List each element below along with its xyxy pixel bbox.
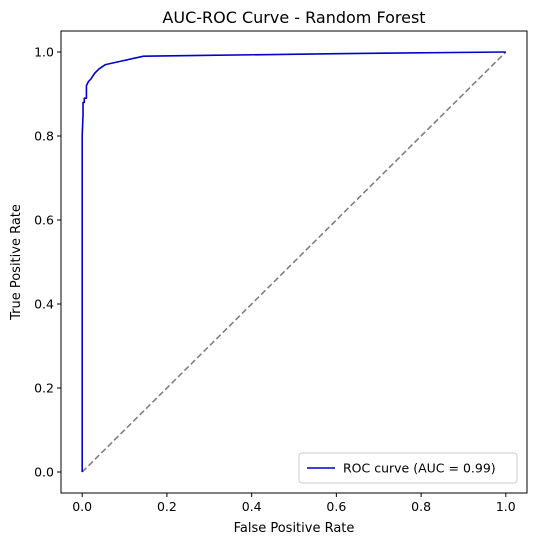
- y-tick-label: 0.0: [34, 465, 54, 480]
- y-tick-label: 0.4: [34, 297, 54, 312]
- chart-title: AUC-ROC Curve - Random Forest: [162, 8, 425, 27]
- x-tick-label: 0.8: [411, 499, 431, 514]
- chance-diagonal-line: [81, 51, 507, 473]
- y-tick-label: 0.6: [34, 213, 54, 228]
- x-axis: 0.0 0.2 0.4 0.6 0.8 1.0: [72, 493, 516, 514]
- plot-area: [81, 51, 507, 473]
- x-tick-label: 1.0: [496, 499, 516, 514]
- y-tick-label: 1.0: [34, 45, 54, 60]
- legend-box: [298, 452, 518, 484]
- x-tick-label: 0.4: [242, 499, 262, 514]
- x-tick-label: 0.6: [326, 499, 346, 514]
- x-tick-label: 0.2: [157, 499, 177, 514]
- y-axis-label: True Positive Rate: [9, 204, 24, 321]
- x-axis-label: False Positive Rate: [234, 521, 355, 536]
- y-tick-label: 0.8: [34, 129, 54, 144]
- y-tick-label: 0.2: [34, 381, 54, 396]
- legend-entry: ROC curve (AUC = 0.99): [343, 461, 496, 476]
- roc-curve-line: [81, 51, 506, 472]
- y-axis: 0.0 0.2 0.4 0.6 0.8 1.0: [34, 45, 61, 480]
- x-tick-label: 0.0: [72, 499, 92, 514]
- axes-frame: [60, 30, 528, 494]
- legend: ROC curve (AUC = 0.99): [298, 452, 518, 484]
